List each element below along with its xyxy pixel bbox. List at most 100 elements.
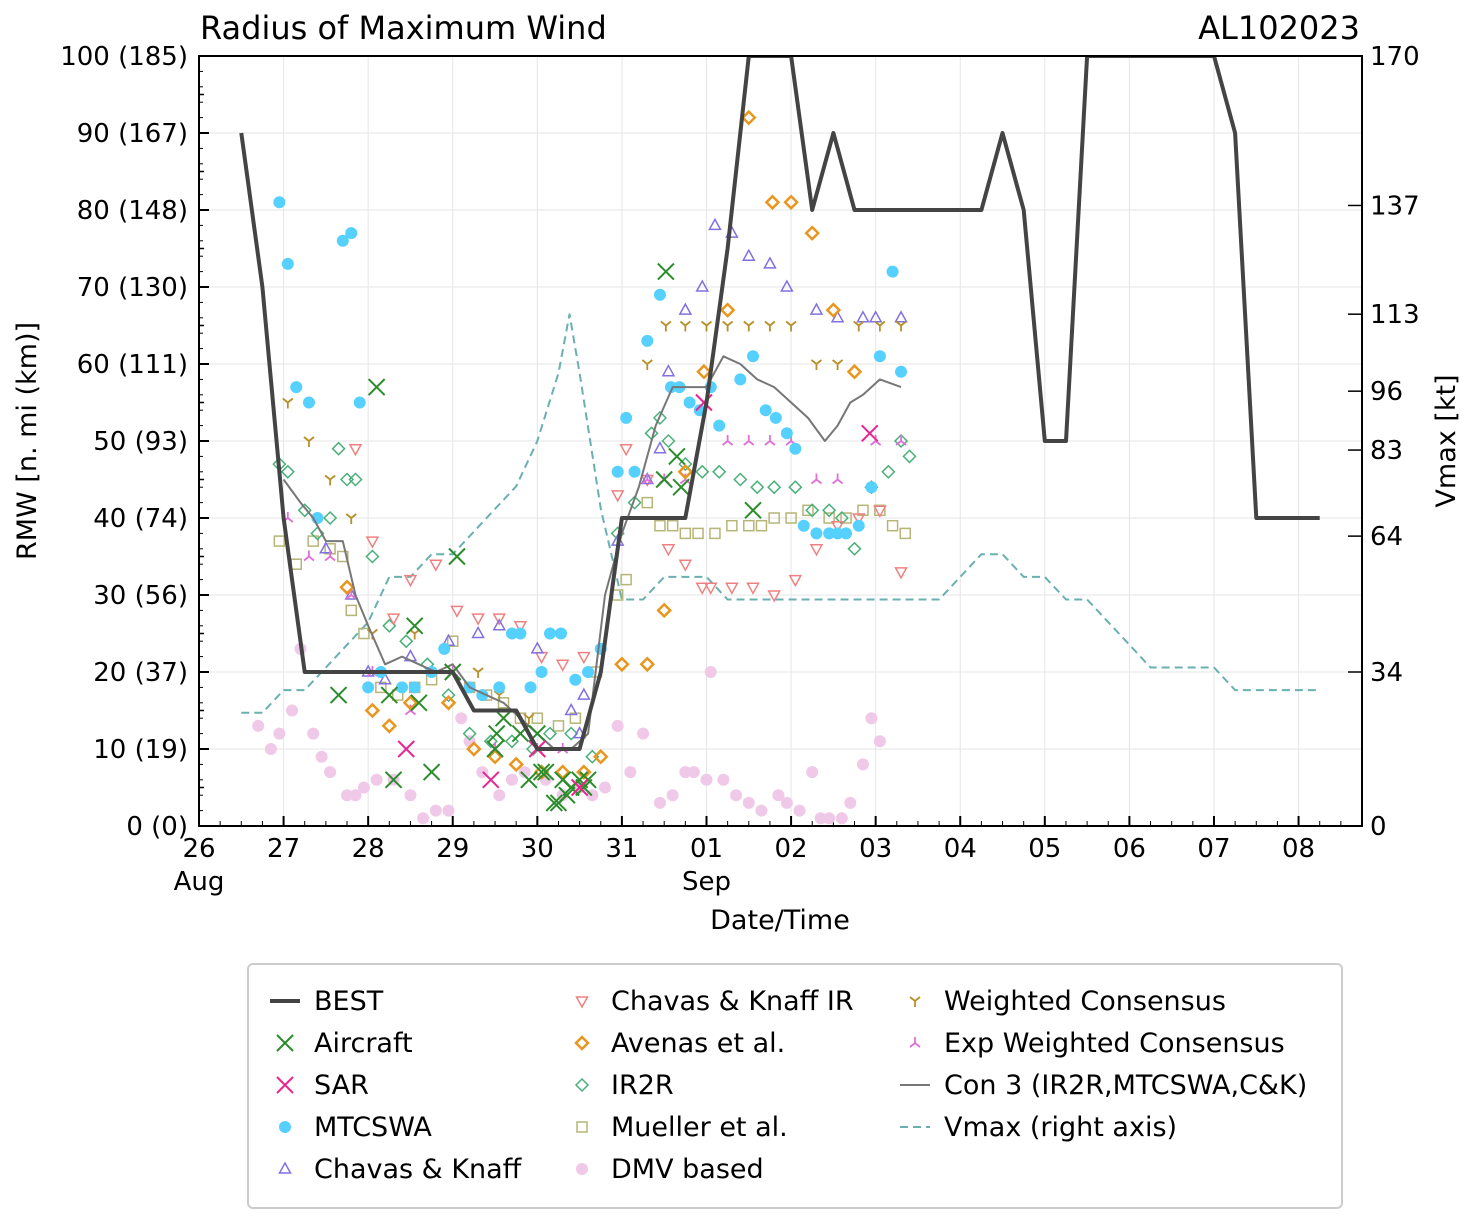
point-mueller-et-al xyxy=(840,512,852,524)
point-mueller-et-al xyxy=(692,527,704,540)
point-ir2r xyxy=(564,726,579,741)
point-dmv-based xyxy=(349,789,362,802)
point-mtcswa xyxy=(628,465,641,478)
point-dmv-based xyxy=(730,789,743,802)
point-mtcswa xyxy=(873,350,886,363)
point-aircraft xyxy=(532,763,551,781)
point-weighted-consensus xyxy=(409,628,421,640)
point-mtcswa xyxy=(302,396,315,409)
point-avenas-et-al xyxy=(846,363,863,380)
point-mtcswa xyxy=(759,404,772,417)
legend-item-chavas-knaff: Chavas & Knaff xyxy=(278,1154,523,1185)
point-ir2r xyxy=(462,726,477,741)
point-aircraft xyxy=(744,501,762,520)
legend-label: Con 3 (IR2R,MTCSWA,C&K) xyxy=(944,1070,1307,1101)
point-weighted-consensus xyxy=(679,320,691,332)
point-avenas-et-al xyxy=(656,602,672,619)
point-mueller-et-al xyxy=(899,527,912,540)
point-mtcswa xyxy=(664,381,677,394)
point-mtcswa xyxy=(895,365,908,378)
point-exp-weighted-consensus xyxy=(764,435,776,446)
y-tick-label: 50 (93) xyxy=(93,427,188,457)
point-aircraft xyxy=(367,378,386,396)
point-mueller-et-al xyxy=(768,512,780,524)
legend-label: Avenas et al. xyxy=(611,1028,785,1059)
point-chavas-knaff-ir xyxy=(610,490,625,503)
point-weighted-consensus xyxy=(874,320,886,332)
legend-item-sar: SAR xyxy=(276,1070,369,1101)
point-avenas-et-al xyxy=(783,194,799,211)
point-mueller-et-al xyxy=(307,535,319,547)
x-tick-label: 01 xyxy=(690,834,723,864)
point-avenas-et-al xyxy=(696,363,712,380)
x-tick-label: 31 xyxy=(605,834,638,864)
point-mtcswa xyxy=(290,381,303,394)
point-avenas-et-al xyxy=(533,764,550,780)
legend-swatch xyxy=(276,1076,294,1094)
point-weighted-consensus xyxy=(853,320,865,332)
legend-label: IR2R xyxy=(611,1070,674,1101)
point-dmv-based xyxy=(264,743,277,755)
legend-swatch xyxy=(576,1163,588,1175)
series-con-3-ir2r-mtcswa-c-k xyxy=(282,355,902,750)
legend: BEST Aircraft SAR MTCSWA Chavas & Knaff Chava… xyxy=(270,986,1307,1185)
point-mtcswa xyxy=(273,196,286,209)
point-chavas-knaff xyxy=(492,618,507,631)
point-mueller-et-al xyxy=(886,519,899,532)
series-ir2r xyxy=(272,410,917,764)
y2-tick-label: 34 xyxy=(1370,658,1403,688)
point-ir2r xyxy=(365,549,380,564)
legend-swatch xyxy=(276,1034,294,1052)
point-chavas-knaff xyxy=(742,248,756,261)
point-ir2r xyxy=(323,510,338,526)
y-axis-label: RMW [n. mi (km)] xyxy=(12,322,43,560)
point-avenas-et-al xyxy=(614,656,630,673)
point-ir2r xyxy=(483,734,498,749)
legend-label: BEST xyxy=(314,986,384,1017)
legend-item-exp-weighted-consensus: Exp Weighted Consensus xyxy=(909,1028,1285,1059)
legend-item-ir2r: IR2R xyxy=(574,1070,674,1101)
legend-item-aircraft: Aircraft xyxy=(276,1028,413,1059)
legend-label: DMV based xyxy=(611,1154,764,1185)
point-mueller-et-al xyxy=(823,512,835,524)
point-ir2r xyxy=(695,464,710,479)
point-chavas-knaff-ir xyxy=(619,443,633,457)
y-tick-label: 30 (56) xyxy=(93,581,188,611)
point-avenas-et-al xyxy=(804,225,820,241)
point-mueller-et-al xyxy=(620,573,632,586)
point-dmv-based xyxy=(755,804,768,817)
legend-item-best: BEST xyxy=(270,986,384,1017)
point-chavas-knaff xyxy=(319,541,333,554)
point-ir2r xyxy=(382,618,397,633)
point-chavas-knaff xyxy=(780,279,794,292)
plot-frame xyxy=(198,55,1363,827)
grid xyxy=(198,55,1362,827)
point-chavas-knaff-ir xyxy=(746,582,760,595)
point-ir2r xyxy=(822,503,837,518)
point-mtcswa xyxy=(611,465,624,478)
point-chavas-knaff-ir xyxy=(403,574,418,588)
point-mtcswa xyxy=(865,481,878,494)
point-aircraft xyxy=(329,686,348,704)
y-tick-label: 80 (148) xyxy=(77,196,188,226)
legend-swatch xyxy=(576,1121,588,1133)
point-chavas-knaff-ir xyxy=(767,590,781,603)
x-tick-label: 03 xyxy=(859,834,892,864)
point-mtcswa xyxy=(683,396,696,409)
point-chavas-knaff-ir xyxy=(513,621,528,634)
point-chavas-knaff-ir xyxy=(809,544,824,557)
x-tick-label: 06 xyxy=(1113,834,1146,864)
point-dmv-based xyxy=(653,796,666,809)
y2-axis-label: Vmax [kt] xyxy=(1431,374,1462,507)
point-weighted-consensus xyxy=(832,359,844,370)
point-weighted-consensus xyxy=(660,320,672,332)
point-weighted-consensus xyxy=(743,320,755,332)
point-chavas-knaff xyxy=(471,625,485,639)
point-mtcswa xyxy=(886,265,899,278)
point-chavas-knaff-ir xyxy=(661,544,676,557)
point-avenas-et-al xyxy=(554,764,571,780)
series-line-best xyxy=(239,56,1320,751)
point-avenas-et-al xyxy=(719,302,736,318)
point-weighted-consensus xyxy=(324,474,336,486)
y-tick-label: 90 (167) xyxy=(77,119,188,149)
